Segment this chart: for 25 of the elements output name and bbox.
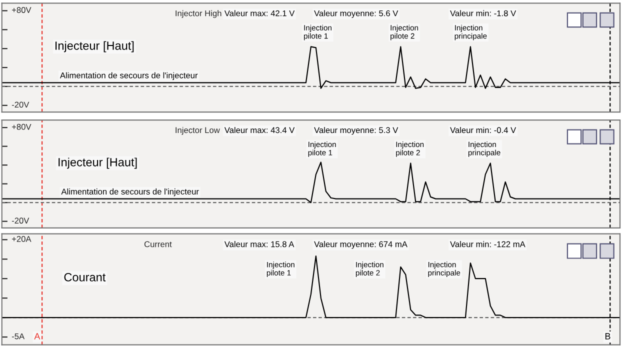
y-tick-label: -20V xyxy=(12,218,30,224)
annotation: Valeur max: 43.4 V xyxy=(224,126,295,134)
annotation: Courant xyxy=(64,273,106,282)
annotation: B xyxy=(605,333,610,340)
annotation: Alimentation de secours de l'injecteur xyxy=(60,72,198,80)
annotation: Valeur moyenne: 5.6 V xyxy=(314,10,398,18)
annotation: Valeur min: -1.8 V xyxy=(450,10,516,16)
y-tick-label: +20A xyxy=(12,236,32,242)
annotation: Valeur min: -122 mA xyxy=(450,241,526,248)
annotation: Valeur moyenne: 5.3 V xyxy=(314,126,398,135)
annotation: Alimentation de secours de l'injecteur xyxy=(61,188,199,196)
annotation: Injecteur [Haut] xyxy=(58,158,137,169)
annotation: Valeur max: 42.1 V xyxy=(224,10,295,16)
annotation: Valeur min: -0.4 V xyxy=(450,126,516,134)
y-tick-label: +80V xyxy=(12,124,32,130)
y-tick-label: +80V xyxy=(12,7,32,13)
annotation: A xyxy=(34,333,40,340)
text: Injector High xyxy=(176,10,222,18)
text: Injector Low xyxy=(176,126,220,135)
annotation: Valeur max: 15.8 A xyxy=(224,241,294,248)
annotation: Injecteur [Haut] xyxy=(56,41,134,52)
y-tick-label: -20V xyxy=(12,102,30,108)
y-tick-label: -5A xyxy=(12,333,25,340)
text: Current xyxy=(144,241,172,248)
annotation: Valeur moyenne: 674 mA xyxy=(314,241,408,249)
